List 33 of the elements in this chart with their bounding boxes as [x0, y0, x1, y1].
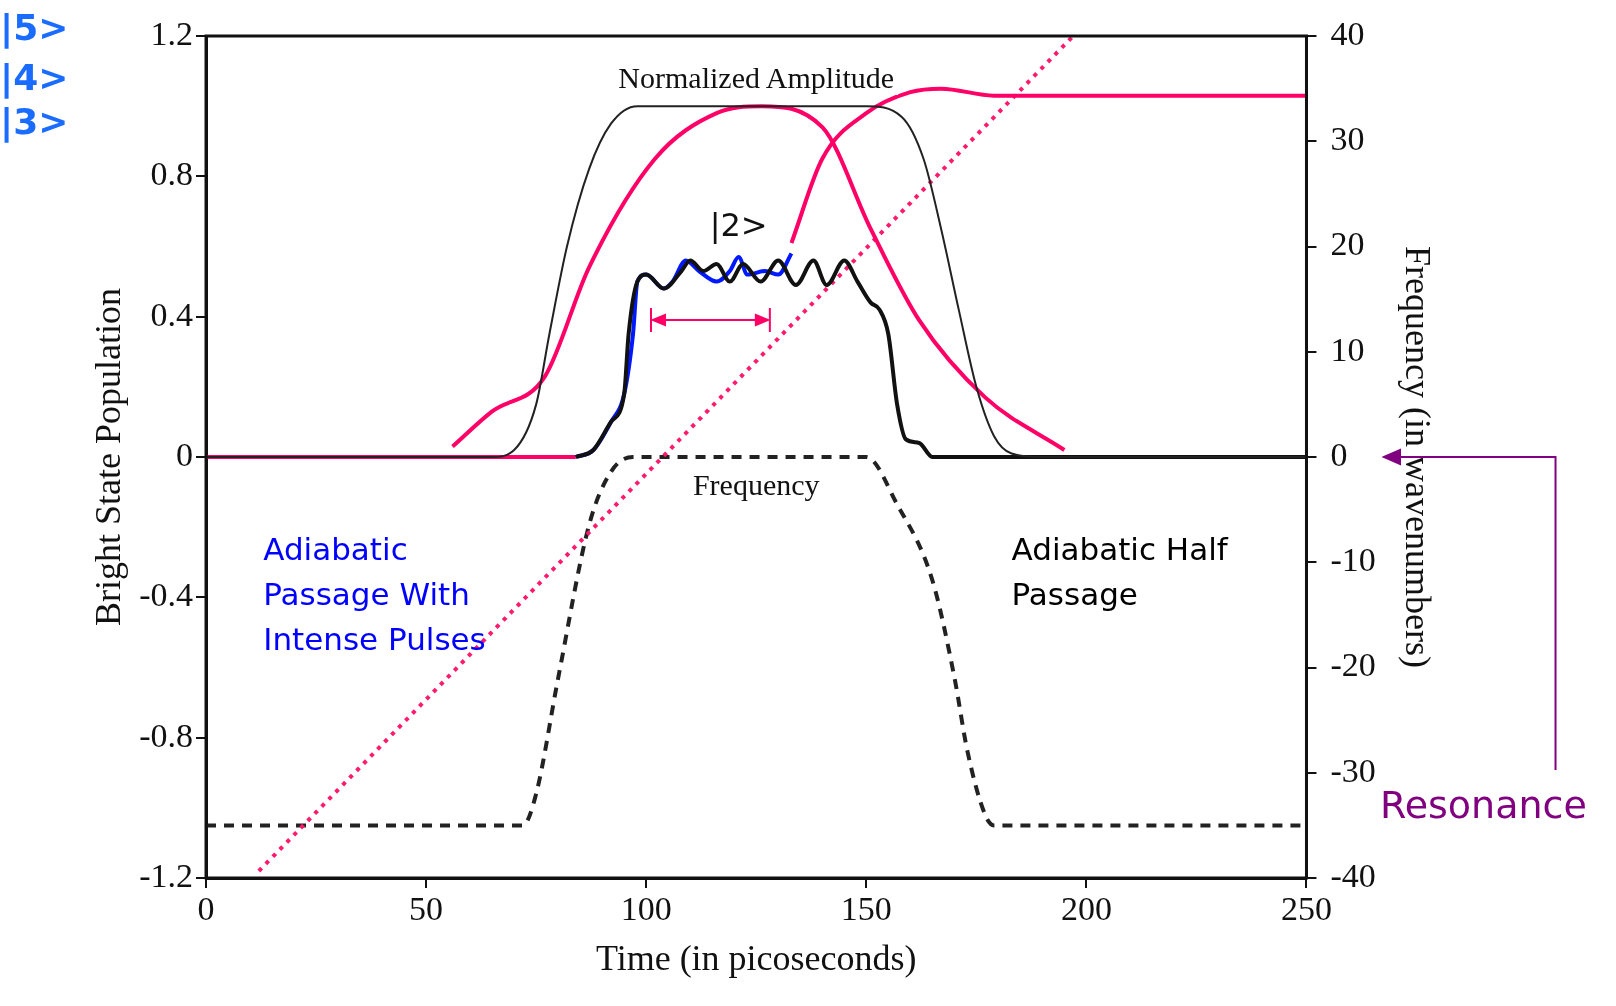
- y2-tick-label: -20: [1330, 646, 1376, 684]
- text: |5>: [0, 6, 69, 51]
- y-tick-label: -1.2: [139, 856, 194, 894]
- y-tick-label: 0: [176, 435, 194, 473]
- text: |3>: [0, 101, 69, 142]
- y2-tick-label: -40: [1330, 856, 1376, 894]
- x-tick-label: 200: [1060, 890, 1112, 928]
- y2-tick-label: 30: [1330, 120, 1365, 158]
- x-tick-label: 100: [620, 890, 672, 928]
- y-tick-label: 0.4: [150, 295, 194, 333]
- text: Resonance: [1380, 782, 1587, 829]
- y-tick-label: -0.4: [139, 576, 194, 614]
- y2-tick-label: -10: [1330, 541, 1376, 579]
- text: |4>: [0, 57, 69, 98]
- y2-tick-label: -30: [1330, 751, 1376, 789]
- y-tick-label: 0.8: [150, 155, 194, 193]
- y-tick-label: 1.2: [150, 14, 194, 52]
- annotation: |2>: [709, 205, 768, 247]
- series-label: Frequency: [688, 468, 824, 503]
- x-tick-label: 250: [1280, 890, 1332, 928]
- series-label: Normalized Amplitude: [614, 61, 899, 96]
- annotation: Adiabatic Half Passage: [1011, 530, 1230, 615]
- y2-axis-title: Frequency (in wavenumbers): [1397, 246, 1438, 668]
- x-tick-label: 150: [840, 890, 892, 928]
- y2-tick-label: 40: [1330, 14, 1365, 52]
- y-axis-title: Bright State Population: [88, 288, 129, 626]
- annotation: Adiabatic Passage With Intense Pulses: [263, 530, 487, 660]
- y2-tick-label: 20: [1330, 225, 1365, 263]
- x-tick-label: 50: [409, 890, 444, 928]
- x-axis-title: Time (in picoseconds): [595, 937, 917, 978]
- y-tick-label: -0.8: [139, 716, 194, 754]
- y2-tick-label: 10: [1330, 330, 1365, 368]
- y2-tick-label: 0: [1330, 435, 1348, 473]
